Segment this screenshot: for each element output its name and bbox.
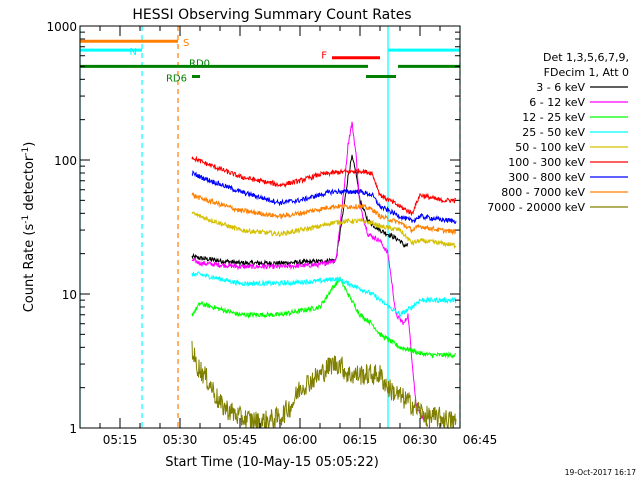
y-tick-label: 100 [54,154,77,168]
x-tick-label: 06:30 [403,433,438,447]
y-axis-label-end: ) [22,142,37,147]
legend-label: 100 - 300 keV [508,156,585,169]
legend-label: 12 - 25 keV [522,111,585,124]
flag-label-s: S [183,38,189,49]
chart-title: HESSI Observing Summary Count Rates [132,7,411,23]
x-axis-label: Start Time (10-May-15 05:05:22) [165,455,379,470]
legend-label: 25 - 50 keV [522,126,585,139]
legend-label: 800 - 7000 keV [501,186,585,199]
x-tick-label: 06:45 [463,433,498,447]
flag-label-n: N [130,47,137,58]
y-tick-label: 10 [62,288,77,302]
series-line-3 [191,271,457,319]
legend-label: 50 - 100 keV [515,141,585,154]
series-line-1 [191,121,429,427]
y-axis-label-main: Count Rate (s [22,224,37,313]
legend: Det 1,3,5,6,7,9, FDecim 1, Att 0 3 - 6 k… [487,51,629,214]
flag-label-rd6: RD6 [166,73,187,84]
legend-label: 3 - 6 keV [536,81,585,94]
series-line-6 [191,169,457,224]
legend-header-decimation: FDecim 1, Att 0 [544,66,629,79]
y-axis-label-sup-2: -1 [21,147,31,156]
x-tick-label: 05:30 [163,433,198,447]
series-line-4 [191,211,457,250]
series-line-5 [191,155,457,217]
legend-label: 7000 - 20000 keV [487,201,585,214]
legend-header-detectors: Det 1,3,5,6,7,9, [543,51,629,64]
y-tick-label: 1000 [46,20,77,34]
flag-label-f: F [321,51,327,62]
series-line-8 [191,340,457,430]
x-tick-label: 05:15 [103,433,138,447]
series-line-2 [191,276,456,360]
legend-entries: 3 - 6 keV 6 - 12 keV 12 - 25 keV 25 - 50 ke… [487,81,628,214]
y-axis-label-mid: detector [22,155,37,215]
flag-label-rd0: RD0 [189,58,210,69]
legend-label: 300 - 800 keV [508,171,585,184]
series-line-7 [191,192,457,236]
legend-label: 6 - 12 keV [529,96,585,109]
y-axis-label-sup-1: -1 [21,215,31,224]
plot-frame [79,25,461,429]
x-tick-label: 06:00 [283,433,318,447]
x-tick-label: 05:45 [223,433,258,447]
axis-layer: 1 10 100 1000 05:15 05:30 05:45 06:00 06:15 06:30… [46,20,497,447]
x-tick-label: 06:15 [343,433,378,447]
y-axis-label: Count Rate (s-1 detector-1) [21,142,37,313]
y-tick-label: 1 [69,422,77,436]
generation-timestamp: 19-Oct-2017 16:17 [565,468,636,477]
